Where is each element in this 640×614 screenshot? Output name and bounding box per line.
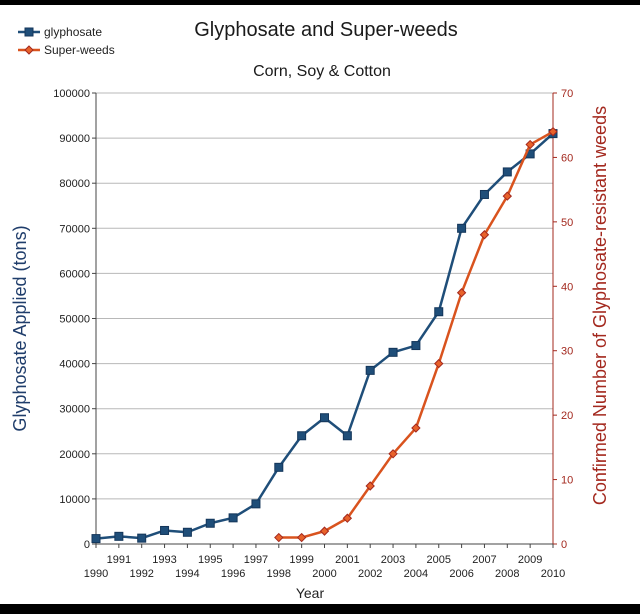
chart-svg: 0100002000030000400005000060000700008000… [10,19,610,601]
y-right-tick-label: 70 [561,88,573,100]
y-left-axis-label: Glyphosate Applied (tons) [10,225,30,431]
y-right-tick-label: 30 [561,346,573,358]
y-left-tick-label: 20000 [59,449,90,461]
x-tick-label: 1996 [221,568,245,580]
glyphosate-point [457,223,467,233]
y-left-tick-label: 40000 [59,359,90,371]
glyphosate-point [297,431,307,441]
x-tick-label: 1991 [107,554,131,566]
super-weeds-point [365,481,375,491]
x-tick-label: 1998 [267,568,291,580]
glyphosate-point [411,341,421,351]
series-layer [91,126,558,544]
x-tick-label: 1994 [175,568,199,580]
y-left-tick-label: 60000 [59,268,90,280]
x-tick-label: 1995 [198,554,222,566]
glyphosate-point [274,462,284,472]
super-weeds-point [296,532,307,543]
glyphosate-point [114,531,124,541]
x-tick-label: 1990 [84,568,108,580]
y-left-tick-label: 80000 [59,178,90,190]
legend-super-weeds-label: Super-weeds [44,43,115,57]
x-tick-label: 2006 [449,568,473,580]
y-left-tick-label: 100000 [53,88,90,100]
y-right-tick-label: 10 [561,475,573,487]
y-right-tick-label: 20 [561,410,573,422]
x-tick-label: 2004 [404,568,428,580]
glyphosate-point [320,413,329,423]
x-tick-label: 2003 [381,554,405,566]
super-weeds-point [342,513,353,523]
x-tick-label: 2001 [335,554,359,566]
super-weeds-point [274,532,284,543]
x-tick-label: 1999 [289,554,313,566]
glyphosate-point [205,518,215,528]
y-right-tick-label: 0 [561,539,567,551]
super-weeds-point [411,423,421,433]
glyphosate-point [479,189,489,199]
y-left-tick-label: 10000 [59,494,90,506]
x-tick-label: 1992 [129,568,153,580]
glyphosate-point [365,365,375,375]
super-weeds-point [548,126,558,137]
super-weeds-point [319,526,330,536]
super-weeds-point [525,139,535,150]
x-tick-label: 2002 [358,568,382,580]
y-right-tick-label: 40 [561,281,573,293]
glyphosate-point [160,525,170,535]
x-axis-label: Year [296,585,325,601]
x-tick-label: 2008 [495,568,519,580]
glyphosate-point [342,431,352,441]
super-weeds-point [388,449,398,459]
glyphosate-point [251,499,261,509]
y-left-tick-label: 0 [84,539,90,551]
glyphosate-point [182,527,192,537]
glyphosate-point [137,533,147,543]
legend-glyphosate-marker [24,27,34,37]
glyphosate-point [228,513,238,523]
glyphosate-point [388,347,398,357]
labels-layer: 0100002000030000400005000060000700008000… [10,19,610,601]
legend-super-weeds-marker [24,45,34,55]
grid-layer [96,92,553,545]
y-left-tick-label: 30000 [59,404,90,416]
y-left-tick-label: 50000 [59,314,90,326]
legend-glyphosate-label: glyphosate [44,25,102,39]
chart-subtitle: Corn, Soy & Cotton [253,63,391,80]
x-tick-label: 2000 [312,568,336,580]
y-right-tick-label: 60 [561,152,573,164]
y-right-tick-label: 50 [561,217,573,229]
super-weeds-point [456,288,467,298]
x-tick-label: 2010 [541,568,565,580]
x-tick-label: 2005 [427,554,451,566]
y-left-tick-label: 70000 [59,223,90,235]
glyphosate-point [434,307,444,317]
axes-layer [92,92,557,548]
super-weeds-point [434,358,444,369]
x-tick-label: 2009 [518,554,542,566]
legend: glyphosate Super-weeds [18,25,115,57]
chart-frame: 0 10000 20000 30000 40000 50000 60000 70000 8000… [0,5,640,604]
glyphosate-point [91,534,101,544]
chart-title: Glyphosate and Super-weeds [194,19,458,41]
x-tick-label: 1993 [152,554,176,566]
y-left-tick-label: 90000 [59,133,90,145]
x-tick-label: 2007 [472,554,496,566]
super-weeds-point [479,230,490,240]
super-weeds-point [502,191,513,201]
y-right-axis-label: Confirmed Number of Glyphosate-resistant… [590,106,610,505]
x-tick-label: 1997 [244,554,268,566]
glyphosate-point [502,167,512,177]
